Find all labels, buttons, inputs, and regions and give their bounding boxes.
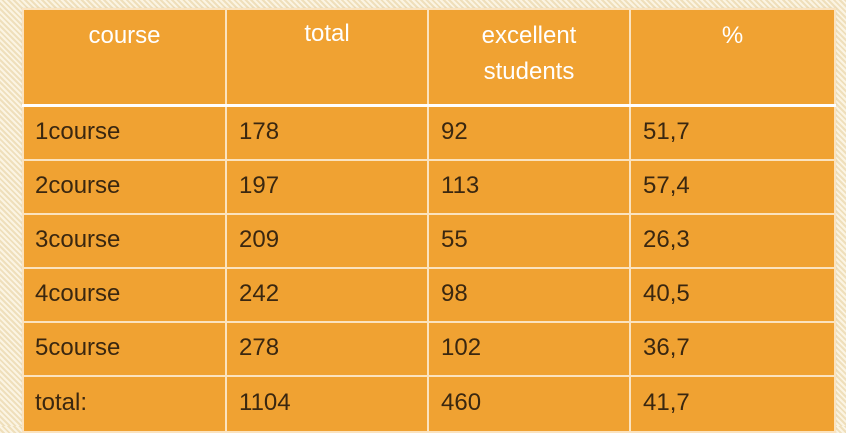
header-percent: % bbox=[629, 8, 836, 107]
cell-text: 113 bbox=[441, 172, 480, 199]
cell-course: 4course bbox=[22, 267, 227, 323]
cell-excellent: 102 bbox=[427, 321, 631, 377]
cell-excellent: 55 bbox=[427, 213, 631, 269]
cell-text: 209 bbox=[239, 226, 280, 253]
table-row: 3course 209 55 26,3 bbox=[22, 213, 836, 269]
header-course-label: course bbox=[88, 22, 161, 49]
cell-course: 2course bbox=[22, 159, 227, 215]
cell-text: 98 bbox=[441, 280, 468, 307]
cell-text: 41,7 bbox=[643, 389, 690, 416]
cell-text: 5course bbox=[35, 334, 121, 361]
cell-percent: 40,5 bbox=[629, 267, 836, 323]
cell-total: 278 bbox=[225, 321, 429, 377]
header-course: course bbox=[22, 8, 227, 107]
cell-percent: 36,7 bbox=[629, 321, 836, 377]
table-row: 1course 178 92 51,7 bbox=[22, 104, 836, 161]
cell-text: 2course bbox=[35, 172, 121, 199]
cell-total: 178 bbox=[225, 104, 429, 161]
table-header-row: course total excellent students % bbox=[22, 8, 836, 107]
cell-text: 40,5 bbox=[643, 280, 690, 307]
table-row: 5course 278 102 36,7 bbox=[22, 321, 836, 377]
cell-text: 3course bbox=[35, 226, 121, 253]
table-total-row: total: 1104 460 41,7 bbox=[22, 375, 836, 433]
cell-text: 51,7 bbox=[643, 118, 690, 145]
cell-text: 242 bbox=[239, 280, 280, 307]
cell-text: 278 bbox=[239, 334, 280, 361]
header-total: total bbox=[225, 8, 429, 107]
cell-text: 26,3 bbox=[643, 226, 690, 253]
cell-excellent: 92 bbox=[427, 104, 631, 161]
cell-text: 178 bbox=[239, 118, 280, 145]
cell-text: 92 bbox=[441, 118, 468, 145]
header-excellent-students-label: excellent students bbox=[481, 22, 577, 85]
cell-total: 242 bbox=[225, 267, 429, 323]
course-statistics-table: course total excellent students % 1cours… bbox=[22, 8, 836, 433]
table-row: 2course 197 113 57,4 bbox=[22, 159, 836, 215]
cell-percent: 51,7 bbox=[629, 104, 836, 161]
cell-text: 460 bbox=[441, 389, 482, 416]
header-percent-label: % bbox=[721, 22, 744, 49]
cell-total-sum: 1104 bbox=[225, 375, 429, 433]
cell-text: 1104 bbox=[239, 389, 291, 416]
cell-text: 57,4 bbox=[643, 172, 690, 199]
cell-text: 102 bbox=[441, 334, 482, 361]
cell-total: 209 bbox=[225, 213, 429, 269]
cell-excellent: 98 bbox=[427, 267, 631, 323]
table-row: 4course 242 98 40,5 bbox=[22, 267, 836, 323]
cell-text: 1course bbox=[35, 118, 121, 145]
cell-course: 3course bbox=[22, 213, 227, 269]
header-excellent-students: excellent students bbox=[427, 8, 631, 107]
header-total-label: total bbox=[304, 20, 350, 47]
cell-text: 197 bbox=[239, 172, 280, 199]
cell-text: total: bbox=[35, 389, 88, 416]
cell-percent: 57,4 bbox=[629, 159, 836, 215]
cell-course: 5course bbox=[22, 321, 227, 377]
cell-total-label: total: bbox=[22, 375, 227, 433]
cell-course: 1course bbox=[22, 104, 227, 161]
cell-percent-overall: 41,7 bbox=[629, 375, 836, 433]
cell-percent: 26,3 bbox=[629, 213, 836, 269]
cell-excellent-sum: 460 bbox=[427, 375, 631, 433]
cell-text: 36,7 bbox=[643, 334, 690, 361]
cell-total: 197 bbox=[225, 159, 429, 215]
cell-text: 55 bbox=[441, 226, 468, 253]
cell-text: 4course bbox=[35, 280, 121, 307]
cell-excellent: 113 bbox=[427, 159, 631, 215]
